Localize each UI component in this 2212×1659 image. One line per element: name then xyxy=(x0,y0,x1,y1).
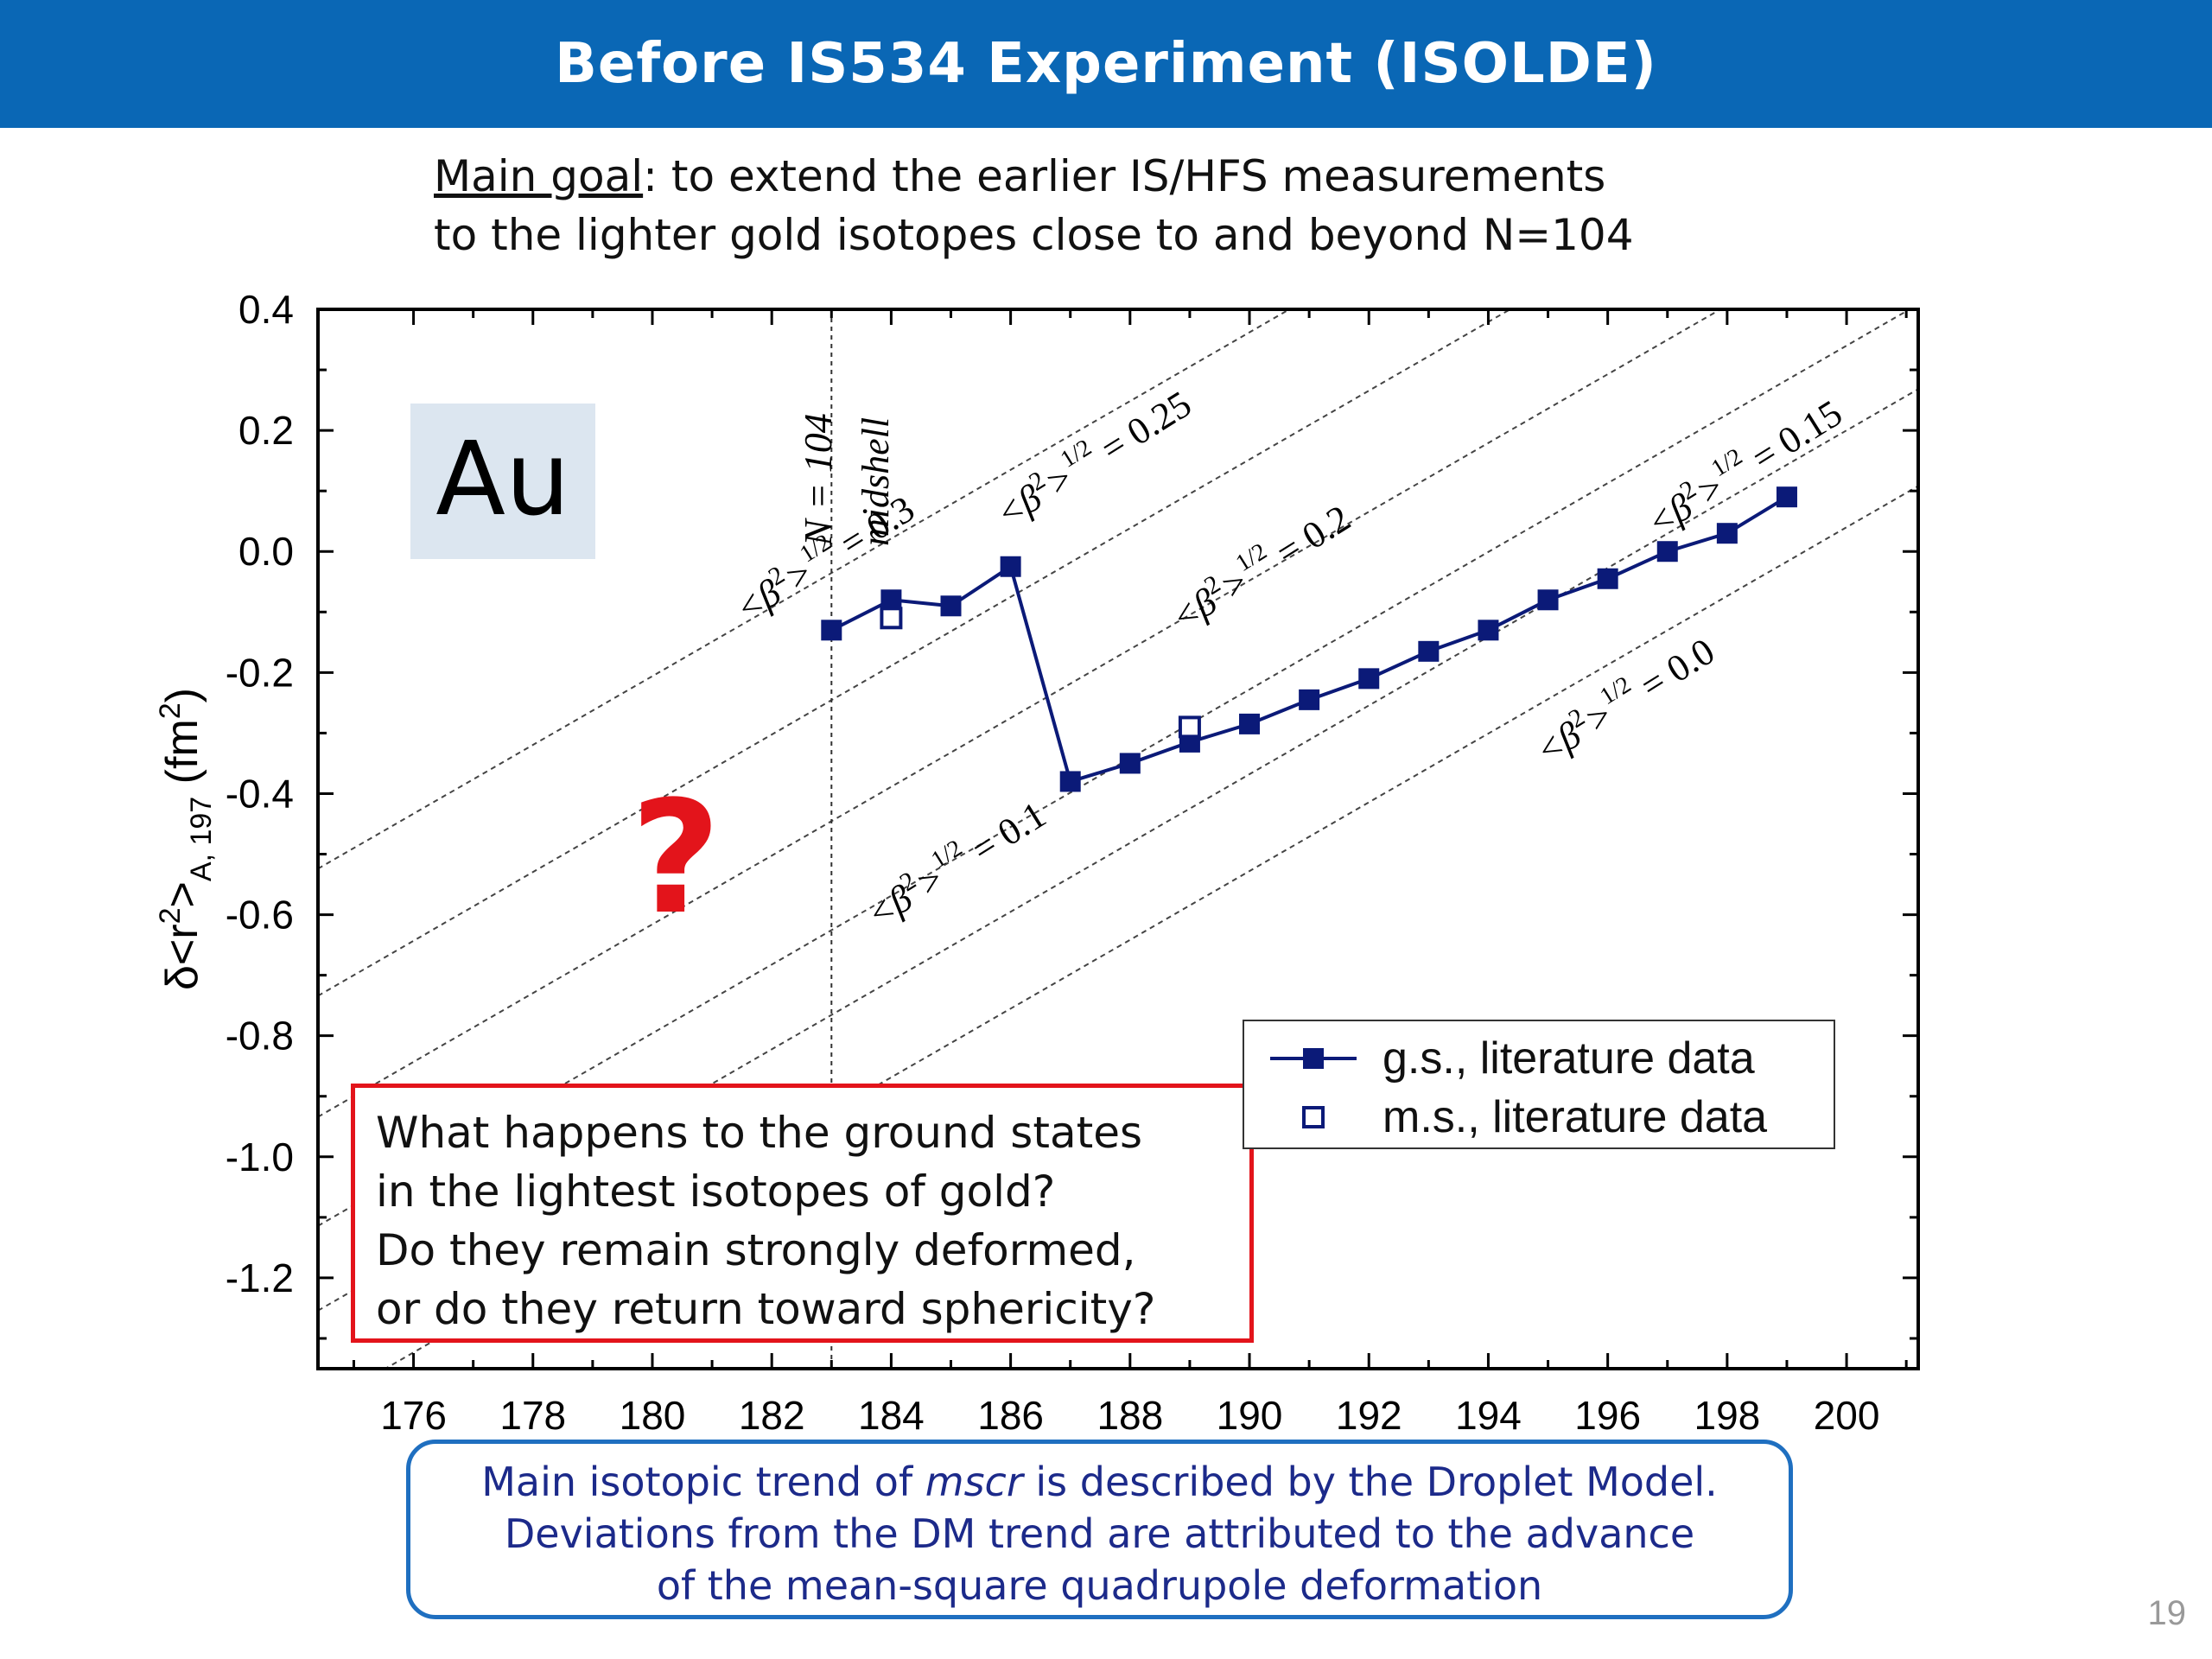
gs-data-point xyxy=(1059,771,1081,792)
goal-line-2: to the lighter gold isotopes close to an… xyxy=(434,210,1634,260)
goal-line-1: Main goal: to extend the earlier IS/HFS … xyxy=(434,147,1903,206)
y-tick-label: -0.6 xyxy=(226,893,294,938)
x-tick-label: 176 xyxy=(380,1393,447,1438)
plot-frame xyxy=(316,308,1920,1370)
note-box: Main isotopic trend of mscr is described… xyxy=(406,1440,1793,1619)
note-line-1: Main isotopic trend of mscr is described… xyxy=(481,1459,1718,1505)
gs-data-point xyxy=(940,595,962,617)
x-tick-label: 182 xyxy=(739,1393,805,1438)
isodeformation-line xyxy=(318,309,1723,1118)
slide-title: Before IS534 Experiment (ISOLDE) xyxy=(0,0,2212,128)
deformation-label: <β2>1/2 = 0.25 xyxy=(985,378,1198,536)
x-tick-label: 198 xyxy=(1694,1393,1760,1438)
question-box: What happens to the ground states in the… xyxy=(351,1084,1254,1343)
deformation-label: <β2>1/2 = 0.1 xyxy=(856,788,1053,936)
question-line: What happens to the ground states xyxy=(376,1108,1143,1158)
y-tick-label: -0.2 xyxy=(226,650,294,695)
x-tick-labels: 176 178 180 182 184 186 188 190 192 194 196 198 200 xyxy=(380,1393,1879,1438)
gs-data-point xyxy=(1239,713,1261,734)
gs-data-point xyxy=(1597,568,1618,589)
midshell-label: midshell xyxy=(855,417,897,546)
deformation-label: <β2>1/2 = 0.0 xyxy=(1525,625,1722,772)
midshell-n-label: N = 104 xyxy=(796,413,840,547)
element-label-box: Au xyxy=(410,404,595,559)
ms-data-point xyxy=(880,607,903,630)
gs-data-point xyxy=(1478,620,1499,641)
legend-ms-label: m.s., literature data xyxy=(1382,1092,1768,1142)
legend-entry-gs: g.s., literature data xyxy=(1244,1028,1755,1089)
note-emphasis: mscr xyxy=(925,1459,1023,1505)
isodeformation-line xyxy=(318,309,1292,870)
x-tick-label: 194 xyxy=(1455,1393,1522,1438)
gs-data-point xyxy=(1358,668,1380,690)
gs-data-point xyxy=(880,589,902,611)
question-line: Do they remain strongly deformed, xyxy=(376,1225,1136,1275)
x-tick-label: 196 xyxy=(1574,1393,1641,1438)
gs-data-point xyxy=(1418,640,1440,662)
x-tick-label: 188 xyxy=(1096,1393,1163,1438)
deformation-label: <β2>1/2 = 0.15 xyxy=(1637,386,1850,544)
question-mark: ? xyxy=(631,768,721,949)
isodeformation-line xyxy=(318,309,1912,1227)
question-line: in the lightest isotopes of gold? xyxy=(376,1166,1056,1217)
gs-data-point xyxy=(1656,541,1678,563)
y-axis-label: δ<r2>A, 197 (fm2) xyxy=(154,688,218,990)
goal-text: Main goal: to extend the earlier IS/HFS … xyxy=(434,147,1903,264)
legend-gs-symbol xyxy=(1244,1028,1382,1089)
gs-data-point xyxy=(1776,486,1797,508)
note-line-2: Deviations from the DM trend are attribu… xyxy=(504,1510,1695,1557)
ms-series-points xyxy=(880,607,1201,739)
legend-gs-label: g.s., literature data xyxy=(1382,1033,1755,1084)
x-tick-label: 184 xyxy=(858,1393,925,1438)
y-tick-label: -0.4 xyxy=(226,771,294,816)
legend-entry-ms: m.s., literature data xyxy=(1244,1087,1767,1147)
goal-label: Main goal xyxy=(434,151,644,201)
x-tick-label: 200 xyxy=(1814,1393,1880,1438)
isodeformation-line xyxy=(318,309,1512,997)
gs-data-point xyxy=(1119,753,1141,774)
gs-data-point xyxy=(1537,589,1559,611)
element-label: Au xyxy=(435,419,570,538)
note-line-3: of the mean-square quadrupole deformatio… xyxy=(656,1562,1543,1609)
ms-data-point xyxy=(1178,715,1201,739)
gs-data-point xyxy=(1716,523,1738,544)
y-tick-label: 0.0 xyxy=(238,529,294,574)
page-number: 19 xyxy=(2147,1594,2187,1632)
y-tick-label: -1.2 xyxy=(226,1255,294,1300)
legend: g.s., literature data m.s., literature d… xyxy=(1243,1020,1835,1149)
goal-line-1-text: : to extend the earlier IS/HFS measureme… xyxy=(643,151,1606,201)
x-tick-label: 180 xyxy=(620,1393,686,1438)
x-tick-label: 178 xyxy=(499,1393,566,1438)
y-tick-labels: 0.4 0.2 0.0 -0.2 -0.4 -0.6 -0.8 -1.0 -1.2 xyxy=(226,287,294,1300)
y-tick-label: -0.8 xyxy=(226,1014,294,1058)
y-tick-label: -1.0 xyxy=(226,1135,294,1179)
gs-data-point xyxy=(1299,689,1320,710)
y-tick-label: 0.2 xyxy=(238,408,294,453)
legend-ms-symbol xyxy=(1244,1087,1382,1147)
x-tick-label: 186 xyxy=(977,1393,1044,1438)
gs-data-point xyxy=(821,620,842,641)
x-tick-label: 190 xyxy=(1217,1393,1283,1438)
gs-data-point xyxy=(1000,556,1021,577)
x-tick-label: 192 xyxy=(1336,1393,1402,1438)
y-tick-label: 0.4 xyxy=(238,287,294,332)
deformation-label: <β2>1/2 = 0.2 xyxy=(1160,492,1357,639)
question-line: or do they return toward sphericity? xyxy=(376,1284,1156,1334)
gs-series-points xyxy=(821,486,1797,792)
